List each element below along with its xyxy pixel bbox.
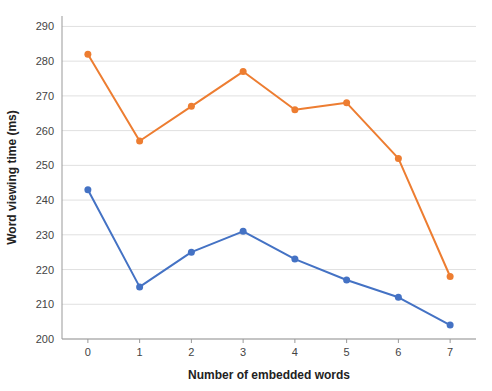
grid-line: [62, 200, 476, 201]
series-point: [291, 106, 298, 113]
series-point: [84, 51, 91, 58]
x-tick-label: 5: [344, 346, 350, 358]
x-axis-label: Number of embedded words: [188, 368, 350, 382]
series-point: [447, 273, 454, 280]
series-point: [84, 186, 91, 193]
y-tick-label: 270: [36, 90, 54, 102]
series-point: [395, 155, 402, 162]
x-tick: [139, 339, 140, 343]
y-tick-label: 260: [36, 125, 54, 137]
y-axis-label: Word viewing time (ms): [5, 110, 19, 244]
x-tick: [191, 339, 192, 343]
x-tick-label: 1: [137, 346, 143, 358]
grid: [62, 26, 476, 339]
series-point: [447, 322, 454, 329]
y-tick-label: 230: [36, 229, 54, 241]
series-line: [88, 190, 450, 325]
series-point: [240, 228, 247, 235]
y-tick-label: 250: [36, 159, 54, 171]
x-tick: [346, 339, 347, 343]
x-tick-label: 6: [395, 346, 401, 358]
grid-line: [62, 95, 476, 96]
series-point: [136, 283, 143, 290]
y-tick-label: 220: [36, 264, 54, 276]
series-point: [343, 99, 350, 106]
x-tick: [243, 339, 244, 343]
plot-area: [84, 51, 453, 329]
x-tick: [294, 339, 295, 343]
y-tick-label: 240: [36, 194, 54, 206]
y-tick-label: 210: [36, 298, 54, 310]
x-tick-label: 2: [188, 346, 194, 358]
x-tick-label: 4: [292, 346, 298, 358]
series-line: [88, 54, 450, 276]
grid-line: [62, 130, 476, 131]
grid-line: [62, 165, 476, 166]
series-point: [136, 138, 143, 145]
series-point: [291, 256, 298, 263]
x-tick-label: 3: [240, 346, 246, 358]
x-tick-label: 7: [447, 346, 453, 358]
grid-line: [62, 269, 476, 270]
x-tick: [87, 339, 88, 343]
series-point: [395, 294, 402, 301]
series-point: [188, 103, 195, 110]
x-tick-label: 0: [85, 346, 91, 358]
grid-line: [62, 26, 476, 27]
x-tick: [450, 339, 451, 343]
grid-line: [62, 61, 476, 62]
series-point: [188, 249, 195, 256]
y-tick-label: 200: [36, 333, 54, 345]
x-axis: [62, 339, 476, 340]
x-tick: [398, 339, 399, 343]
series-point: [240, 68, 247, 75]
y-axis: [62, 16, 63, 339]
series-point: [343, 276, 350, 283]
y-tick-label: 280: [36, 55, 54, 67]
grid-line: [62, 234, 476, 235]
grid-line: [62, 339, 476, 340]
chart: 200 210 220 230 240 250 260 270 280 290 0 1 2 3 4 5 6 7 Nu…: [0, 0, 492, 391]
y-tick-label: 290: [36, 20, 54, 32]
